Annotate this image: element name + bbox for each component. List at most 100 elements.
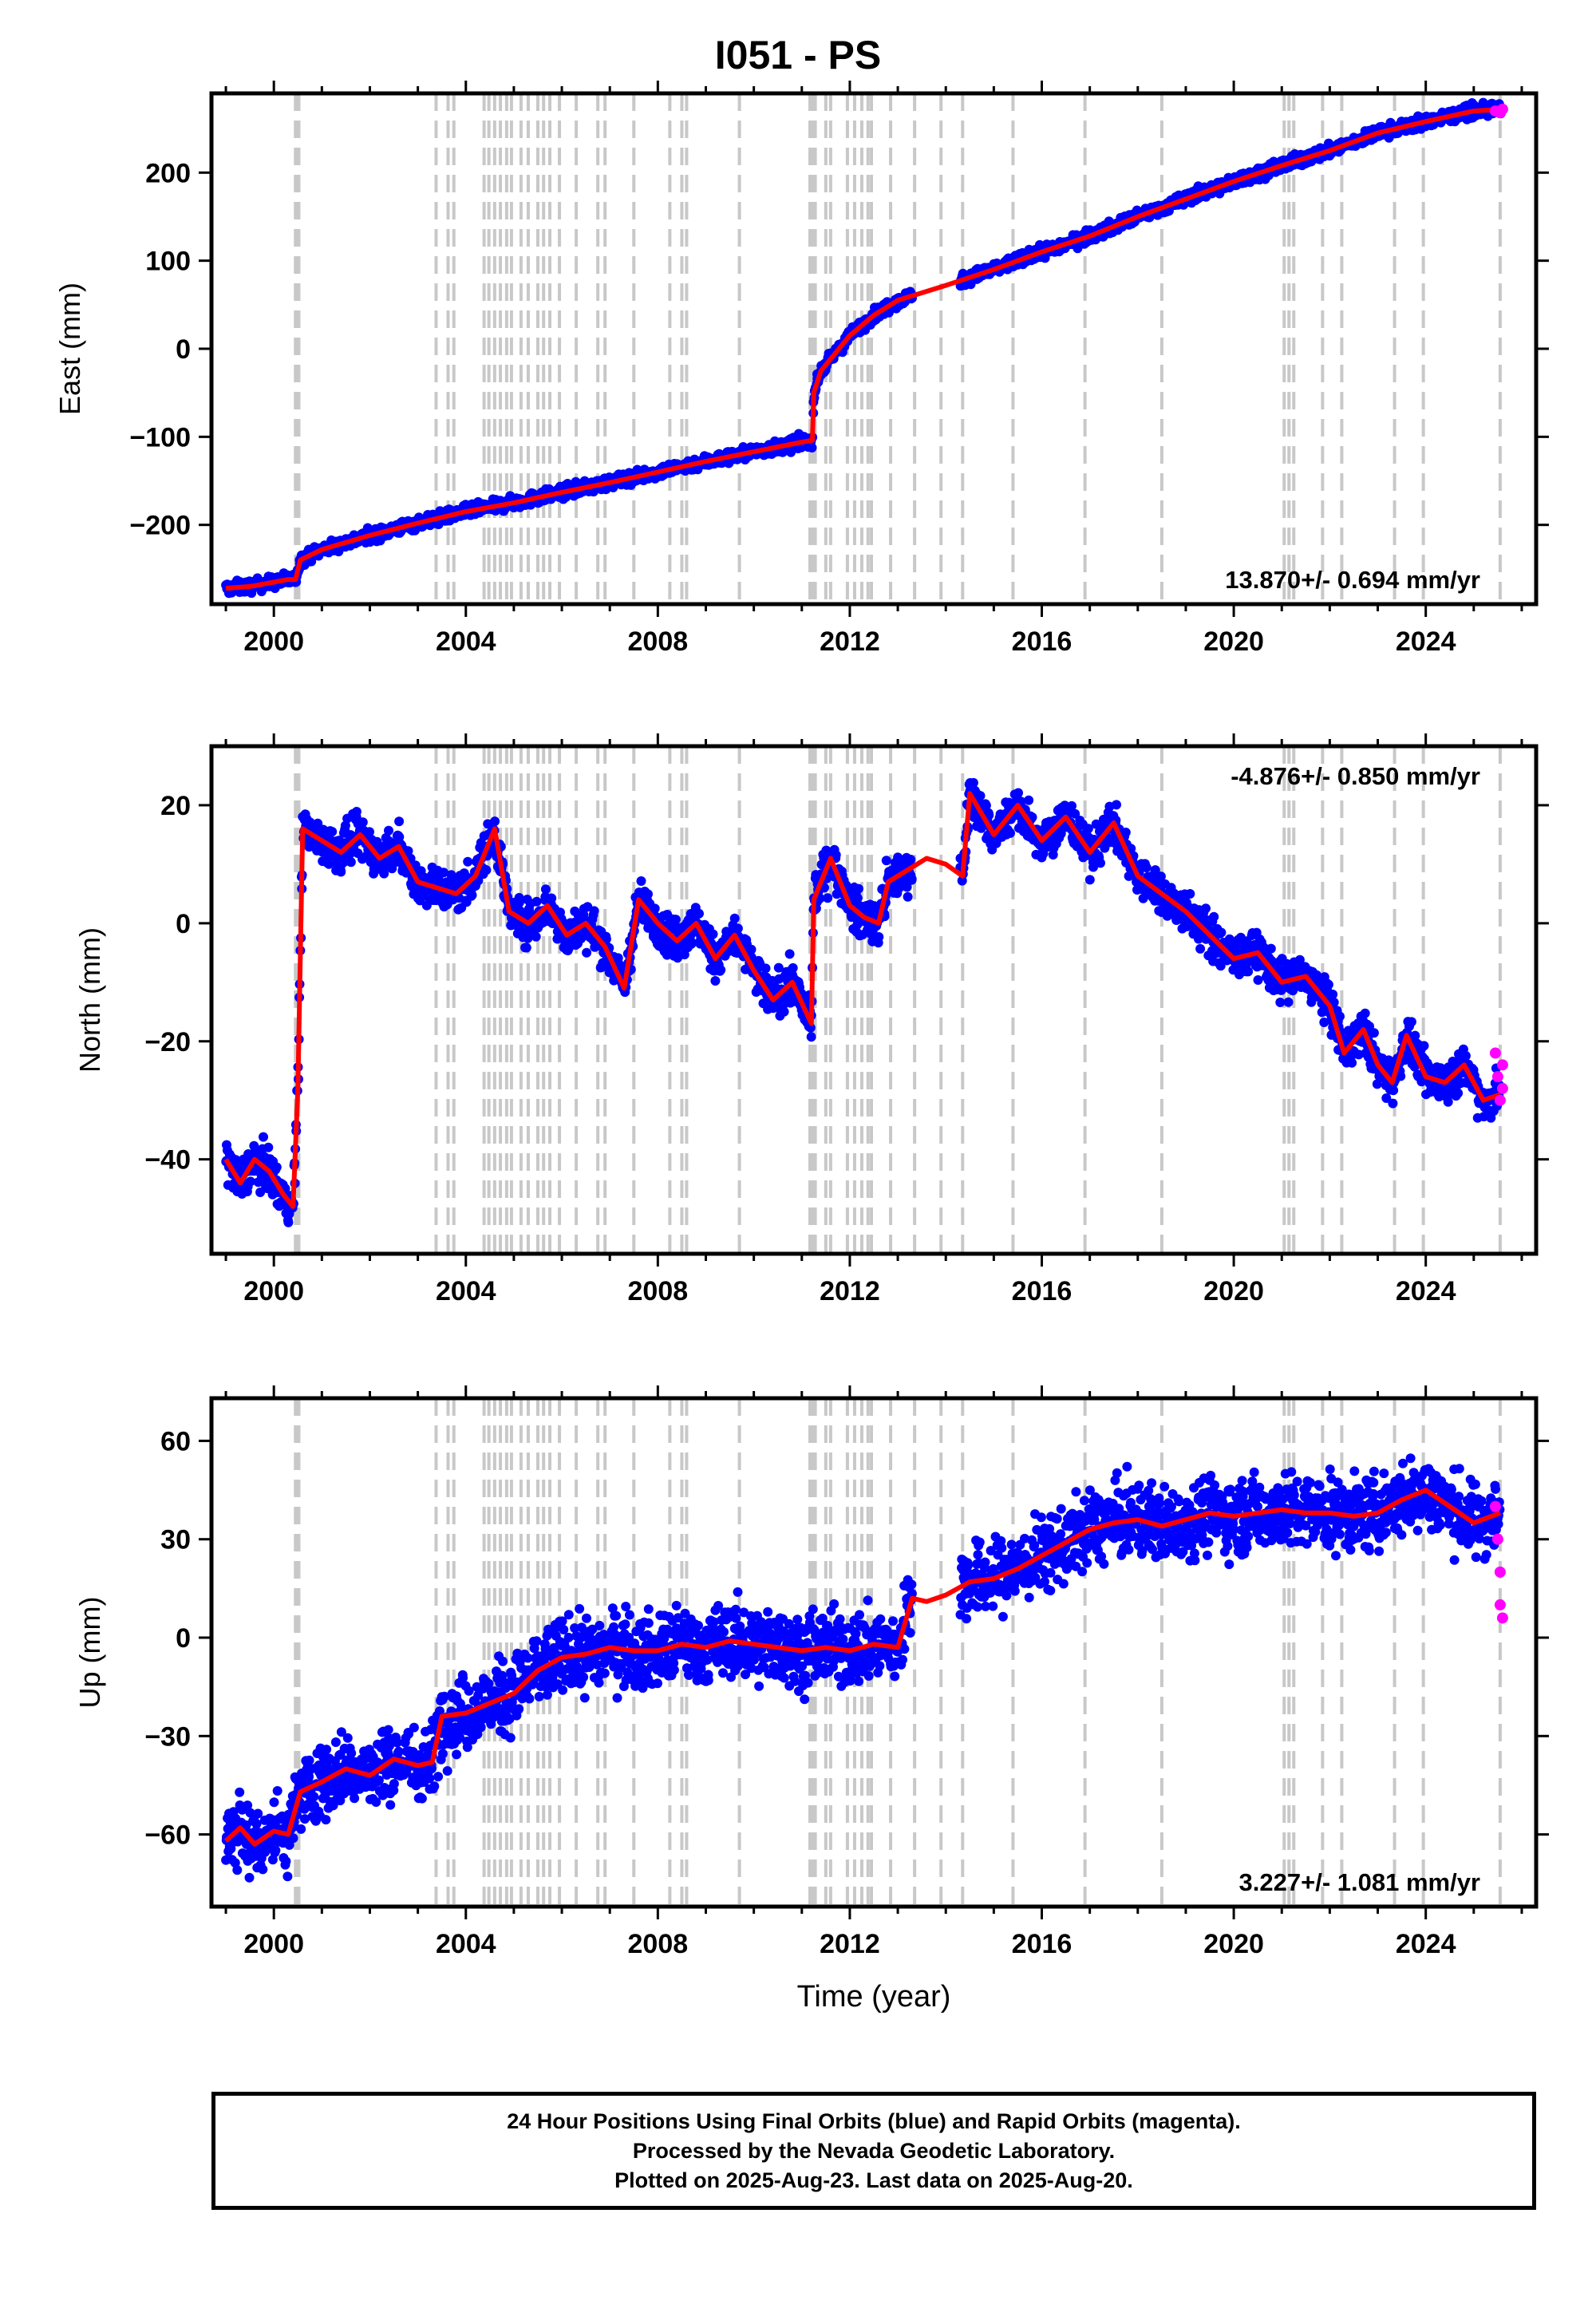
- final-orbit-point: [394, 816, 405, 827]
- final-orbit-point: [1083, 824, 1093, 834]
- final-orbit-point: [531, 896, 542, 907]
- final-orbit-point: [324, 859, 334, 869]
- final-orbit-point: [467, 890, 477, 900]
- final-orbit-point: [1112, 800, 1121, 810]
- final-orbit-point: [346, 857, 356, 868]
- final-orbit-point: [259, 1132, 268, 1142]
- final-orbit-point: [687, 938, 697, 948]
- final-orbit-point: [902, 882, 912, 892]
- x-tick-label: 2020: [1203, 626, 1264, 657]
- final-orbit-point: [907, 874, 917, 884]
- final-orbit-point: [1266, 943, 1276, 954]
- final-orbit-point: [327, 827, 338, 837]
- final-orbit-point: [1283, 997, 1294, 1007]
- final-orbit-point: [733, 923, 743, 934]
- final-orbit-point: [271, 1162, 282, 1172]
- final-orbit-point: [710, 976, 721, 986]
- final-orbit-point: [823, 893, 833, 903]
- final-orbit-point: [853, 883, 863, 894]
- final-orbit-point: [1243, 966, 1254, 977]
- y-tick-label: 100: [145, 247, 191, 277]
- final-orbit-point: [1216, 927, 1227, 938]
- final-orbit-point: [852, 893, 863, 903]
- final-orbit-point: [1195, 943, 1206, 954]
- final-orbit-point: [650, 903, 660, 914]
- final-orbit-point: [521, 943, 531, 953]
- final-orbit-point: [906, 855, 916, 864]
- final-orbit-point: [1369, 1028, 1379, 1038]
- final-orbit-point: [708, 929, 718, 939]
- final-orbit-point: [1088, 862, 1098, 872]
- final-orbit-point: [1013, 788, 1023, 798]
- final-orbit-point: [1275, 998, 1286, 1007]
- model-trajectory: [225, 106, 1503, 591]
- final-orbit-point: [601, 934, 611, 944]
- final-orbit-point: [1372, 1079, 1382, 1089]
- final-orbit-point: [1005, 828, 1015, 838]
- final-orbit-point: [679, 950, 689, 960]
- final-orbit-point: [729, 913, 740, 923]
- final-orbit-point: [481, 865, 492, 875]
- x-tick-label: 2008: [628, 626, 689, 657]
- x-tick-label: 2024: [1396, 626, 1456, 657]
- final-orbit-point: [394, 832, 405, 842]
- final-orbit-point: [490, 816, 500, 827]
- final-orbit-point: [523, 933, 533, 943]
- final-orbit-point: [358, 817, 368, 828]
- final-orbit-point: [547, 893, 557, 903]
- final-orbit-point: [540, 884, 551, 895]
- final-orbit-point: [1396, 1071, 1406, 1081]
- final-orbit-point: [439, 868, 448, 878]
- final-orbit-point: [716, 965, 726, 975]
- y-tick-label: −200: [129, 511, 191, 541]
- final-orbit-point: [643, 889, 653, 899]
- final-orbit-point: [788, 962, 798, 973]
- final-orbit-point: [874, 932, 884, 942]
- final-orbit-point: [636, 876, 646, 886]
- final-orbit-point: [372, 836, 382, 847]
- final-orbit-point: [1106, 833, 1116, 844]
- final-orbit-point: [589, 906, 599, 916]
- panel-north: 2000 2004 2008 2012 2016 2020 2024−40−20020Nor…: [73, 733, 1549, 1306]
- x-tick-label: 2000: [243, 626, 304, 657]
- y-tick-label: 200: [145, 158, 191, 188]
- final-orbit-point: [881, 856, 891, 866]
- final-orbit-point: [806, 1032, 816, 1042]
- final-orbit-point: [779, 1006, 789, 1017]
- final-orbit-point: [336, 867, 346, 877]
- x-tick-label: 2012: [820, 626, 880, 657]
- panel-east: 2000 2004 2008 2012 2016 2020 2024−200−1000100…: [53, 81, 1549, 657]
- final-orbit-point: [1084, 875, 1095, 885]
- final-orbit-point: [1120, 828, 1131, 837]
- velocity-label: 13.870+/- 0.694 mm/yr: [1225, 566, 1480, 594]
- x-tick-label: 2004: [436, 626, 496, 657]
- final-orbit-point: [1209, 911, 1219, 922]
- final-orbit-point: [351, 807, 361, 816]
- y-tick-label: 0: [176, 334, 191, 365]
- final-orbit-point: [384, 825, 393, 836]
- final-orbit-point: [975, 791, 986, 801]
- final-orbit-point: [1156, 871, 1166, 882]
- chart-title: I051 - PS: [714, 33, 882, 77]
- final-orbit-point: [831, 850, 841, 860]
- final-orbit-point: [1067, 800, 1077, 811]
- final-orbit-point: [1360, 1008, 1370, 1018]
- x-tick-label: 2016: [1012, 626, 1073, 657]
- final-orbit-point: [283, 1217, 294, 1227]
- final-orbit-point: [981, 800, 991, 811]
- final-orbit-point: [1185, 889, 1195, 899]
- final-orbit-point: [463, 856, 473, 867]
- final-orbit-point: [1096, 858, 1105, 868]
- final-orbit-point: [1024, 795, 1034, 805]
- final-orbit-point: [1141, 863, 1152, 873]
- final-orbit-point: [807, 443, 817, 453]
- final-orbit-point: [531, 931, 541, 942]
- final-orbit-point: [365, 827, 374, 837]
- final-orbit-point: [379, 868, 389, 879]
- final-orbit-point: [760, 963, 771, 974]
- final-orbit-point: [694, 908, 704, 919]
- final-orbit-point: [582, 947, 592, 958]
- final-orbit-point: [1323, 979, 1333, 990]
- final-orbit-point: [903, 891, 913, 902]
